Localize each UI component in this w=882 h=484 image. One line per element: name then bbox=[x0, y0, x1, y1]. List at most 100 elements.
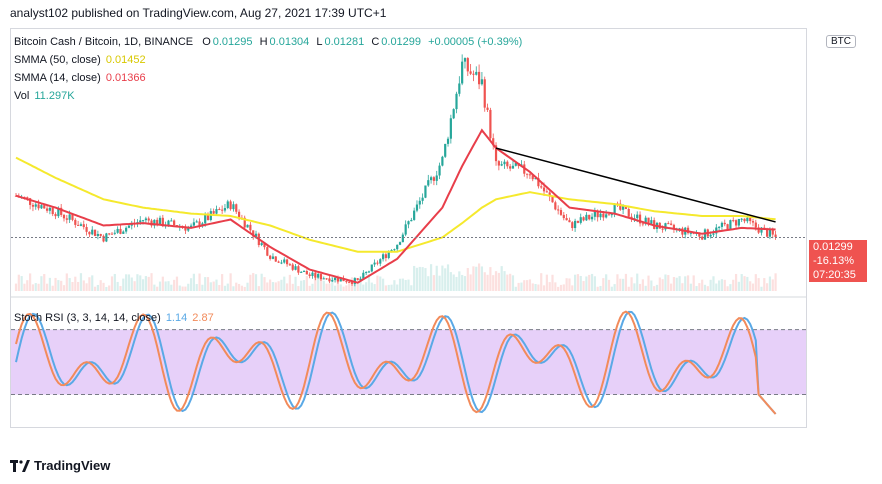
sma14-legend[interactable]: SMMA (14, close) 0.01366 bbox=[14, 72, 146, 84]
volume-bar bbox=[760, 286, 763, 291]
candle-body bbox=[116, 228, 119, 233]
volume-bar bbox=[661, 279, 664, 291]
sma14-value: 0.01366 bbox=[105, 72, 146, 84]
candle-body bbox=[187, 227, 190, 231]
candle-body bbox=[252, 230, 255, 237]
volume-bar bbox=[116, 281, 119, 291]
volume-bar bbox=[156, 286, 159, 291]
candle-body bbox=[661, 228, 664, 230]
volume-bar bbox=[328, 283, 331, 291]
volume-bar bbox=[455, 276, 458, 291]
volume-bar bbox=[557, 286, 560, 291]
volume-bar bbox=[568, 278, 571, 291]
volume-bar bbox=[356, 282, 359, 291]
candle-body bbox=[263, 243, 266, 248]
volume-bar bbox=[531, 283, 534, 291]
candle-body bbox=[246, 224, 249, 228]
candle-body bbox=[537, 178, 540, 187]
candle-body bbox=[477, 71, 481, 85]
symbol-label[interactable]: Bitcoin Cash / Bitcoin, 1D, BINANCE bbox=[14, 36, 194, 48]
tradingview-logo-icon bbox=[10, 459, 30, 472]
volume-bar bbox=[269, 279, 272, 291]
candle-body bbox=[249, 224, 252, 231]
candle-body bbox=[540, 186, 543, 188]
tradingview-footer[interactable]: TradingView bbox=[10, 458, 110, 473]
candle-body bbox=[492, 138, 495, 146]
price-badge: 0.01299 bbox=[809, 240, 867, 254]
volume-bar bbox=[653, 286, 656, 291]
volume-bar bbox=[658, 277, 661, 291]
chart-canvas[interactable]: 0.030000.025000.020000.015000.0100080.00… bbox=[11, 29, 808, 429]
volume-bar bbox=[754, 274, 757, 291]
candle-body bbox=[545, 191, 548, 193]
candle-body bbox=[223, 208, 227, 211]
candle-body bbox=[574, 220, 577, 229]
candle-body bbox=[170, 220, 173, 222]
volume-bar bbox=[204, 277, 207, 291]
volume-bar bbox=[68, 278, 71, 291]
low-label: L bbox=[316, 36, 323, 48]
volume-bar bbox=[153, 284, 156, 291]
candle-body bbox=[407, 221, 410, 225]
volume-bar bbox=[215, 279, 218, 291]
candle-body bbox=[96, 233, 99, 236]
candle-body bbox=[189, 225, 193, 228]
volume-bar bbox=[277, 281, 280, 291]
volume-bar bbox=[373, 284, 376, 291]
volume-bar bbox=[189, 278, 193, 291]
candle-body bbox=[729, 220, 732, 230]
volume-bar bbox=[732, 279, 735, 291]
volume-bar bbox=[274, 282, 277, 291]
currency-tag[interactable]: BTC bbox=[826, 35, 856, 48]
volume-bar bbox=[766, 283, 769, 291]
candle-body bbox=[125, 227, 128, 232]
volume-bar bbox=[184, 286, 187, 291]
volume-bar bbox=[619, 278, 622, 291]
volume-bar bbox=[734, 273, 738, 291]
sma50-legend[interactable]: SMMA (50, close) 0.01452 bbox=[14, 54, 146, 66]
candle-body bbox=[475, 71, 478, 75]
volume-bar bbox=[449, 272, 452, 291]
candle-body bbox=[768, 229, 772, 237]
high-value: 0.01304 bbox=[269, 36, 310, 48]
candle-body bbox=[198, 221, 201, 227]
candle-body bbox=[85, 227, 88, 232]
volume-bar bbox=[424, 268, 427, 291]
candle-body bbox=[393, 249, 396, 251]
volume-bar bbox=[743, 276, 746, 291]
volume-bar bbox=[65, 273, 68, 291]
volume-bar bbox=[240, 285, 243, 291]
candle-body bbox=[559, 210, 563, 215]
candle-body bbox=[571, 222, 574, 229]
candle-body bbox=[579, 217, 582, 223]
candle-body bbox=[452, 109, 455, 119]
volume-bar bbox=[415, 267, 419, 291]
volume-bar bbox=[458, 271, 461, 291]
volume-bar bbox=[542, 285, 546, 291]
candle-body bbox=[605, 214, 608, 218]
chart-frame[interactable]: 0.030000.025000.020000.015000.0100080.00… bbox=[10, 28, 807, 428]
volume-bar bbox=[435, 265, 438, 291]
candle-body bbox=[435, 175, 438, 181]
volume-bar bbox=[421, 267, 424, 291]
candle-body bbox=[260, 243, 263, 246]
candle-body bbox=[720, 222, 724, 227]
volume-bar bbox=[144, 276, 147, 291]
candle-body bbox=[153, 219, 156, 226]
candle-body bbox=[734, 220, 738, 226]
volume-bar bbox=[283, 276, 286, 291]
volume-bar bbox=[237, 283, 241, 291]
stoch-rsi-legend[interactable]: Stoch RSI (3, 3, 14, 14, close) 1.14 2.8… bbox=[14, 312, 214, 324]
volume-legend[interactable]: Vol 11.297K bbox=[14, 90, 75, 102]
candle-body bbox=[746, 217, 749, 222]
volume-bar bbox=[472, 266, 475, 291]
stoch-rsi-label: Stoch RSI (3, 3, 14, 14, close) bbox=[14, 312, 161, 324]
volume-bar bbox=[26, 280, 29, 291]
stoch-rsi-d-value: 2.87 bbox=[192, 312, 214, 324]
candle-body bbox=[672, 224, 676, 230]
volume-bar bbox=[226, 283, 229, 291]
candle-body bbox=[271, 256, 275, 259]
volume-bar bbox=[319, 278, 323, 291]
candle-body bbox=[269, 255, 272, 259]
volume-bar bbox=[525, 280, 529, 291]
